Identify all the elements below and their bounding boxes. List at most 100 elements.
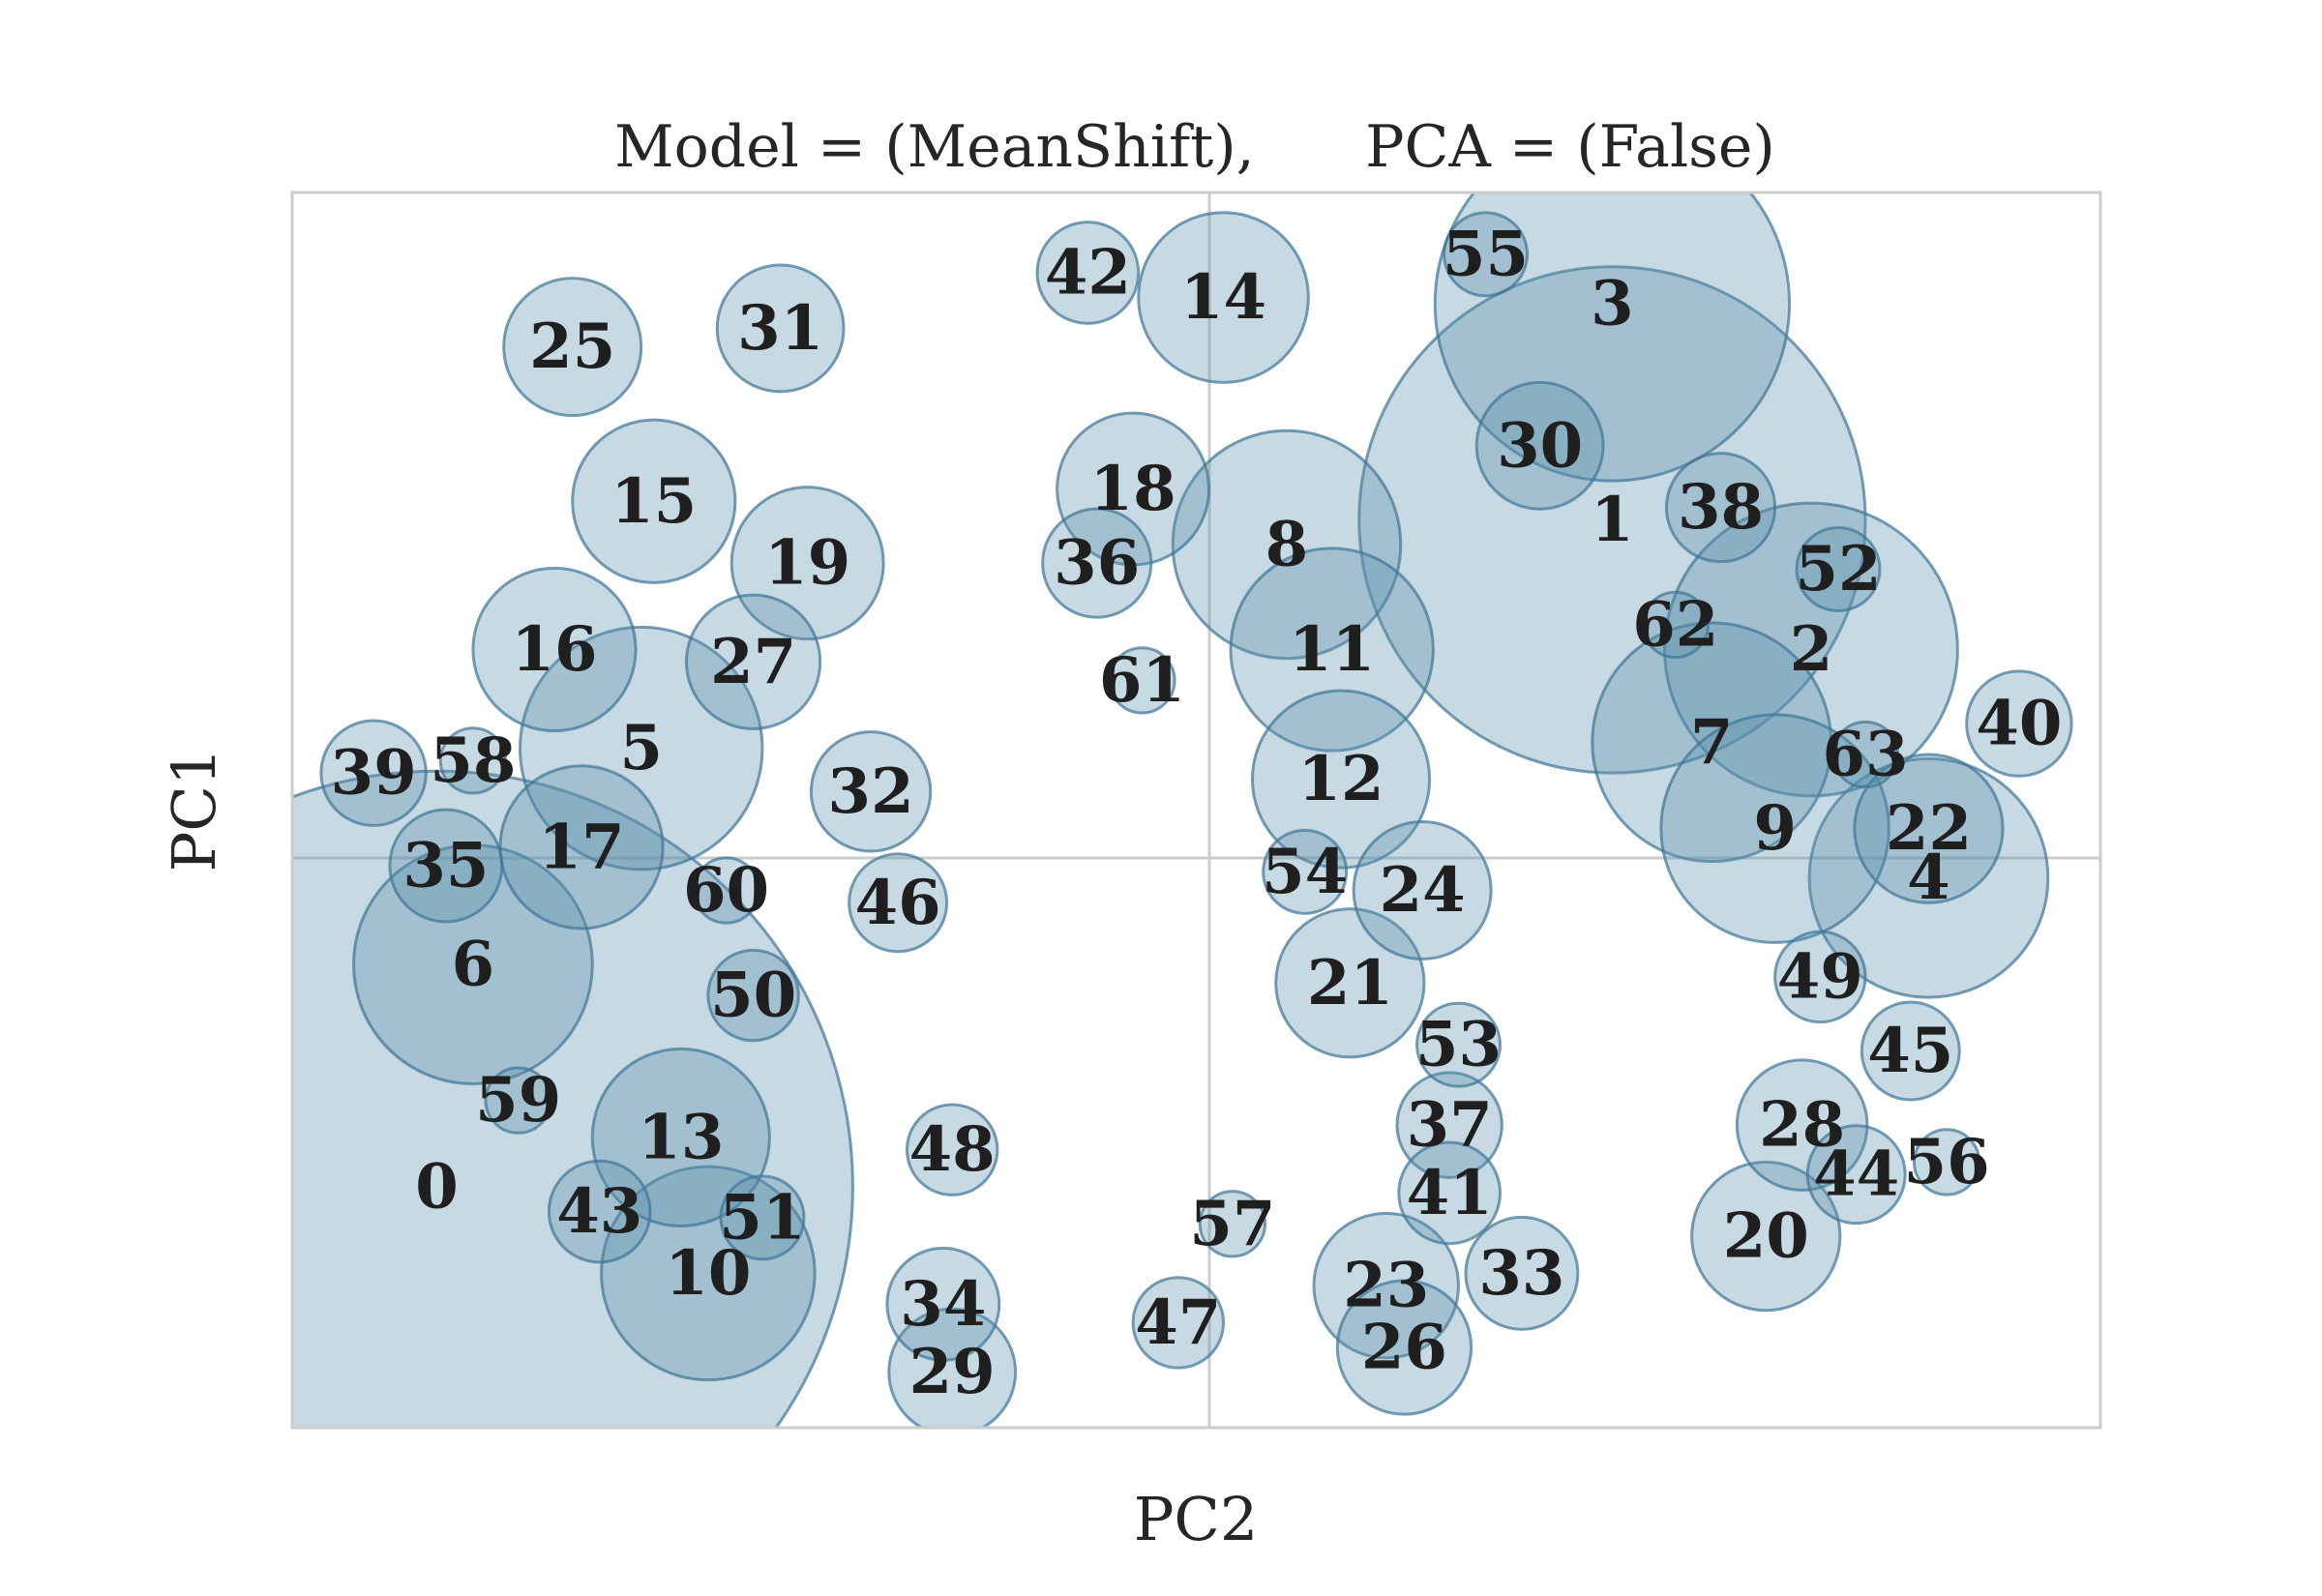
cluster-bubble-56 (1912, 1128, 1981, 1197)
cluster-label-40: 40 (1976, 688, 2062, 760)
cluster-bubble-54 (1262, 828, 1349, 915)
cluster-label-48: 48 (909, 1113, 996, 1186)
cluster-label-21: 21 (1307, 947, 1393, 1020)
plot-area: 0123456789101112131415161718192021222324… (290, 191, 2102, 1430)
cluster-bubble-53 (1415, 1001, 1502, 1088)
cluster-bubble-5 (518, 625, 764, 872)
cluster-bubble-21 (1274, 907, 1426, 1059)
cluster-label-7: 7 (1690, 706, 1734, 779)
cluster-label-57: 57 (1189, 1188, 1275, 1260)
cluster-bubble-55 (1443, 211, 1530, 298)
cluster-bubble-15 (571, 418, 737, 584)
cluster-label-18: 18 (1090, 453, 1176, 525)
cluster-bubble-41 (1397, 1140, 1502, 1246)
cluster-label-9: 9 (1753, 792, 1797, 865)
cluster-label-42: 42 (1045, 237, 1131, 310)
cluster-bubble-43 (547, 1159, 652, 1264)
cluster-bubble-6 (352, 843, 594, 1085)
y-axis-label: PC1 (159, 748, 229, 872)
cluster-label-3: 3 (1591, 267, 1634, 340)
cluster-label-23: 23 (1343, 1250, 1429, 1322)
cluster-bubble-39 (319, 719, 428, 827)
cluster-label-20: 20 (1723, 1200, 1809, 1273)
cluster-label-10: 10 (665, 1237, 751, 1310)
x-axis-label: PC2 (1134, 1484, 1259, 1554)
cluster-bubble-2 (1663, 501, 1959, 798)
cluster-label-15: 15 (610, 465, 697, 538)
cluster-label-35: 35 (402, 829, 489, 901)
cluster-label-37: 37 (1407, 1089, 1493, 1162)
cluster-label-38: 38 (1678, 471, 1764, 544)
cluster-bubble-46 (848, 852, 949, 954)
cluster-bubble-20 (1690, 1160, 1842, 1313)
cluster-label-11: 11 (1289, 613, 1375, 686)
cluster-bubble-62 (1641, 590, 1710, 660)
cluster-bubble-59 (484, 1066, 552, 1135)
cluster-label-16: 16 (511, 613, 597, 686)
cluster-bubble-35 (388, 808, 504, 924)
cluster-label-13: 13 (638, 1101, 724, 1173)
cluster-bubble-31 (715, 263, 846, 394)
cluster-label-52: 52 (1795, 533, 1881, 606)
cluster-bubble-32 (809, 730, 933, 853)
cluster-label-63: 63 (1822, 719, 1908, 791)
cluster-bubble-61 (1108, 646, 1176, 715)
cluster-label-27: 27 (710, 626, 796, 698)
cluster-label-8: 8 (1265, 508, 1309, 580)
cluster-bubble-45 (1860, 1000, 1961, 1102)
cluster-bubble-34 (885, 1246, 1001, 1362)
cluster-label-45: 45 (1867, 1015, 1953, 1087)
cluster-label-59: 59 (475, 1064, 561, 1137)
cluster-bubble-52 (1795, 525, 1882, 612)
bubble-label-layer: 0123456789101112131415161718192021222324… (331, 218, 2063, 1408)
cluster-label-24: 24 (1380, 854, 1466, 927)
cluster-bubble-42 (1035, 221, 1141, 325)
cluster-bubble-40 (1965, 669, 2073, 778)
cluster-bubble-24 (1352, 819, 1493, 961)
cluster-label-29: 29 (909, 1336, 996, 1408)
cluster-label-46: 46 (855, 867, 941, 939)
cluster-label-60: 60 (683, 854, 769, 927)
cluster-label-55: 55 (1443, 218, 1529, 290)
cluster-bubble-30 (1474, 380, 1605, 511)
cluster-label-56: 56 (1904, 1126, 1990, 1198)
cluster-bubble-29 (887, 1307, 1018, 1428)
cluster-bubble-10 (600, 1165, 817, 1382)
cluster-bubble-27 (684, 593, 822, 730)
cluster-bubble-38 (1664, 452, 1777, 564)
cluster-bubble-0 (292, 769, 854, 1428)
cluster-label-0: 0 (415, 1150, 459, 1223)
cluster-label-43: 43 (556, 1175, 642, 1248)
cluster-bubble-58 (438, 726, 508, 795)
chart-title: Model = (MeanShift), PCA = (False) (614, 113, 1775, 181)
cluster-label-32: 32 (828, 755, 914, 828)
cluster-bubble-60 (692, 856, 760, 925)
cluster-bubble-1 (1357, 265, 1867, 775)
cluster-bubble-9 (1659, 713, 1890, 944)
cluster-bubble-4 (1807, 756, 2050, 999)
cluster-bubble-57 (1198, 1190, 1267, 1258)
cluster-label-14: 14 (1180, 261, 1266, 334)
cluster-label-5: 5 (619, 712, 663, 784)
cluster-label-17: 17 (539, 811, 625, 883)
cluster-label-25: 25 (529, 310, 615, 383)
cluster-bubble-44 (1805, 1124, 1907, 1226)
cluster-bubble-14 (1137, 211, 1310, 384)
cluster-label-22: 22 (1886, 792, 1972, 865)
cluster-bubble-16 (471, 566, 638, 733)
cluster-label-39: 39 (331, 737, 417, 810)
cluster-bubble-12 (1250, 689, 1432, 870)
cluster-label-50: 50 (710, 960, 796, 1032)
cluster-bubble-49 (1773, 930, 1867, 1024)
cluster-bubble-36 (1041, 507, 1153, 619)
cluster-label-12: 12 (1297, 743, 1384, 815)
cluster-label-28: 28 (1759, 1089, 1845, 1162)
cluster-bubble-7 (1591, 621, 1833, 864)
cluster-label-41: 41 (1407, 1157, 1493, 1229)
cluster-bubble-22 (1853, 753, 2005, 904)
cluster-label-58: 58 (430, 724, 516, 797)
cluster-label-51: 51 (719, 1181, 805, 1254)
cluster-label-6: 6 (452, 929, 495, 1001)
cluster-bubble-25 (502, 277, 643, 418)
